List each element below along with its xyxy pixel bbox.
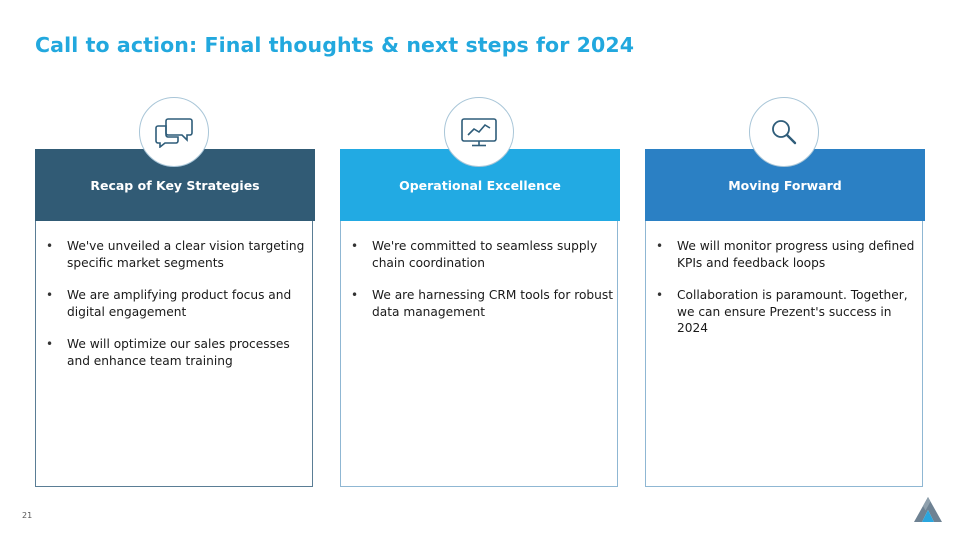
list-item: • We will optimize our sales processes an… bbox=[46, 337, 290, 368]
bullet-text: We are amplifying product focus and digi… bbox=[67, 288, 292, 319]
bullet-text: We've unveiled a clear vision targeting … bbox=[67, 239, 305, 270]
bullet-text: Collaboration is paramount. Together, we… bbox=[677, 288, 908, 335]
list-item: • We will monitor progress using defined … bbox=[656, 239, 915, 270]
bullet-text: We're committed to seamless supply chain… bbox=[372, 239, 598, 270]
list-item: • Collaboration is paramount. Together, w… bbox=[656, 288, 908, 335]
speech-bubbles-icon bbox=[139, 97, 209, 167]
monitor-chart-icon bbox=[444, 97, 514, 167]
page-number: 21 bbox=[22, 511, 33, 520]
slide-title: Call to action: Final thoughts & next st… bbox=[35, 33, 635, 57]
card-operational-excellence: Operational Excellence • We're committed … bbox=[340, 149, 620, 487]
list-item: • We're committed to seamless supply chai… bbox=[351, 239, 598, 270]
card-moving-forward: Moving Forward • We will monitor progress… bbox=[645, 149, 925, 487]
list-item: • We are amplifying product focus and dig… bbox=[46, 288, 292, 319]
bullet-list: • We will monitor progress using defined … bbox=[656, 238, 918, 353]
list-item: • We are harnessing CRM tools for robust … bbox=[351, 288, 614, 319]
card-recap-key-strategies: Recap of Key Strategies • We've unveiled … bbox=[35, 149, 315, 487]
bullet-list: • We've unveiled a clear vision targeting… bbox=[46, 238, 308, 385]
bullet-list: • We're committed to seamless supply chai… bbox=[351, 238, 613, 336]
magnifier-icon bbox=[749, 97, 819, 167]
bullet-text: We will optimize our sales processes and… bbox=[67, 337, 290, 368]
list-item: • We've unveiled a clear vision targeting… bbox=[46, 239, 305, 270]
company-logo-icon bbox=[914, 497, 942, 522]
bullet-text: We are harnessing CRM tools for robust d… bbox=[372, 288, 614, 319]
bullet-text: We will monitor progress using defined K… bbox=[677, 239, 915, 270]
